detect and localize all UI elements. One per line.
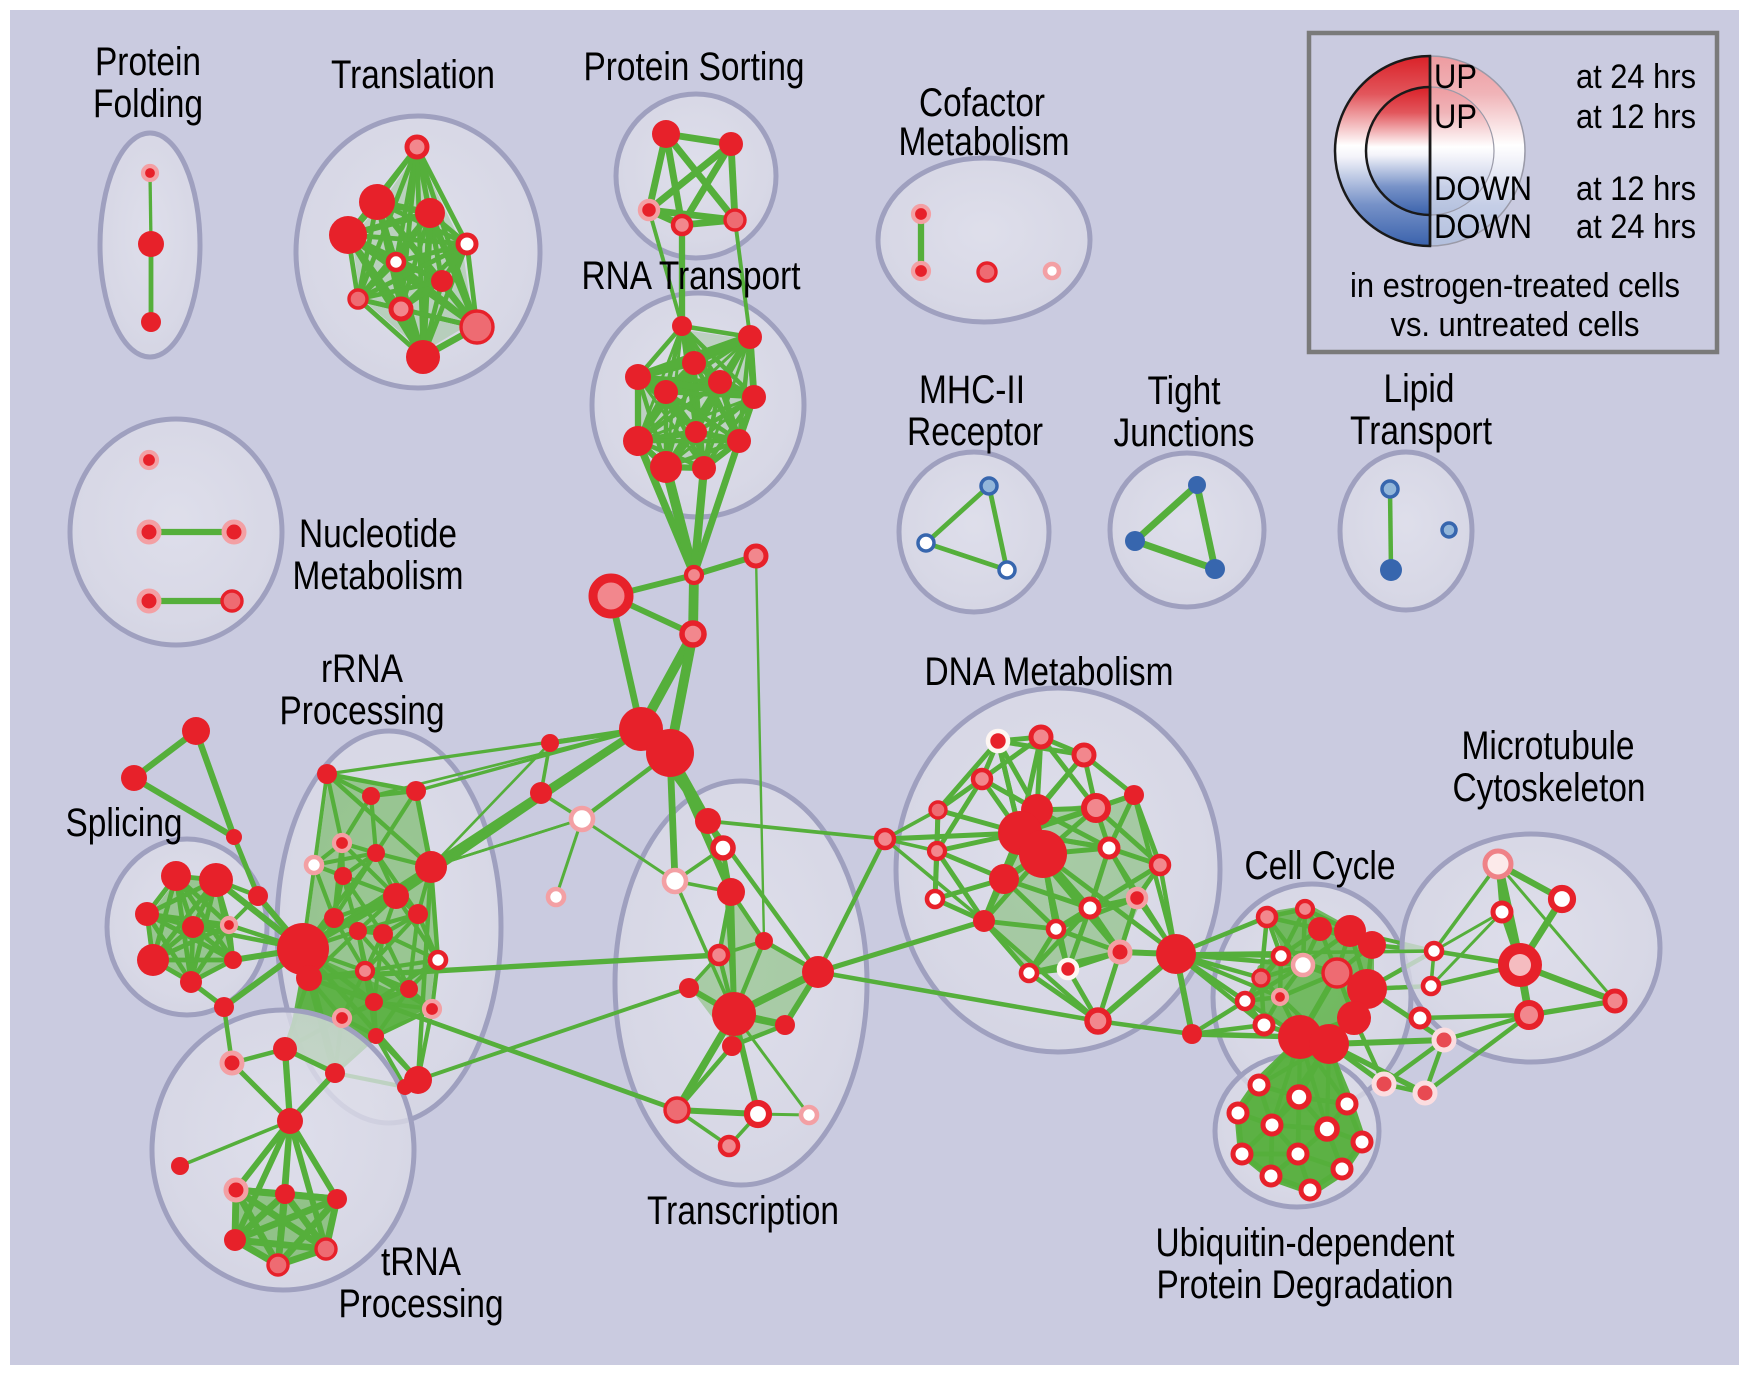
svg-text:Nucleotide: Nucleotide [299,512,457,556]
svg-text:Ubiquitin-dependent: Ubiquitin-dependent [1156,1221,1455,1265]
svg-text:Protein Degradation: Protein Degradation [1157,1263,1454,1307]
svg-text:Processing: Processing [339,1282,504,1326]
svg-text:Cofactor: Cofactor [919,81,1045,125]
svg-text:Tight: Tight [1148,369,1221,413]
svg-text:at 12 hrs: at 12 hrs [1576,170,1696,208]
svg-text:Cytoskeleton: Cytoskeleton [1453,766,1646,810]
svg-text:Transcription: Transcription [647,1189,839,1233]
svg-text:Metabolism: Metabolism [293,554,464,598]
svg-text:DOWN: DOWN [1434,170,1532,208]
svg-text:in estrogen-treated cells: in estrogen-treated cells [1350,267,1680,305]
svg-text:Junctions: Junctions [1114,411,1255,455]
svg-text:rRNA: rRNA [321,647,403,691]
svg-text:DOWN: DOWN [1434,208,1532,246]
svg-text:Protein Sorting: Protein Sorting [584,45,805,89]
svg-text:DNA Metabolism: DNA Metabolism [925,650,1174,694]
svg-text:at 24 hrs: at 24 hrs [1576,58,1696,96]
svg-text:RNA Transport: RNA Transport [582,254,801,298]
svg-text:at 12 hrs: at 12 hrs [1576,98,1696,136]
svg-text:Lipid: Lipid [1384,367,1455,411]
svg-text:Microtubule: Microtubule [1462,724,1635,768]
svg-text:MHC-II: MHC-II [919,368,1025,412]
svg-text:Cell Cycle: Cell Cycle [1245,844,1396,888]
svg-text:Splicing: Splicing [66,801,183,845]
svg-text:vs. untreated cells: vs. untreated cells [1391,306,1640,344]
svg-text:Folding: Folding [93,82,203,126]
svg-text:at 24 hrs: at 24 hrs [1576,208,1696,246]
svg-text:Metabolism: Metabolism [899,120,1070,164]
svg-text:tRNA: tRNA [381,1240,461,1284]
svg-text:Protein: Protein [95,40,201,84]
svg-text:UP: UP [1434,98,1477,136]
svg-text:Processing: Processing [280,689,445,733]
svg-text:Transport: Transport [1350,409,1492,453]
svg-text:Receptor: Receptor [907,410,1043,454]
svg-text:UP: UP [1434,58,1477,96]
svg-text:Translation: Translation [331,53,495,97]
